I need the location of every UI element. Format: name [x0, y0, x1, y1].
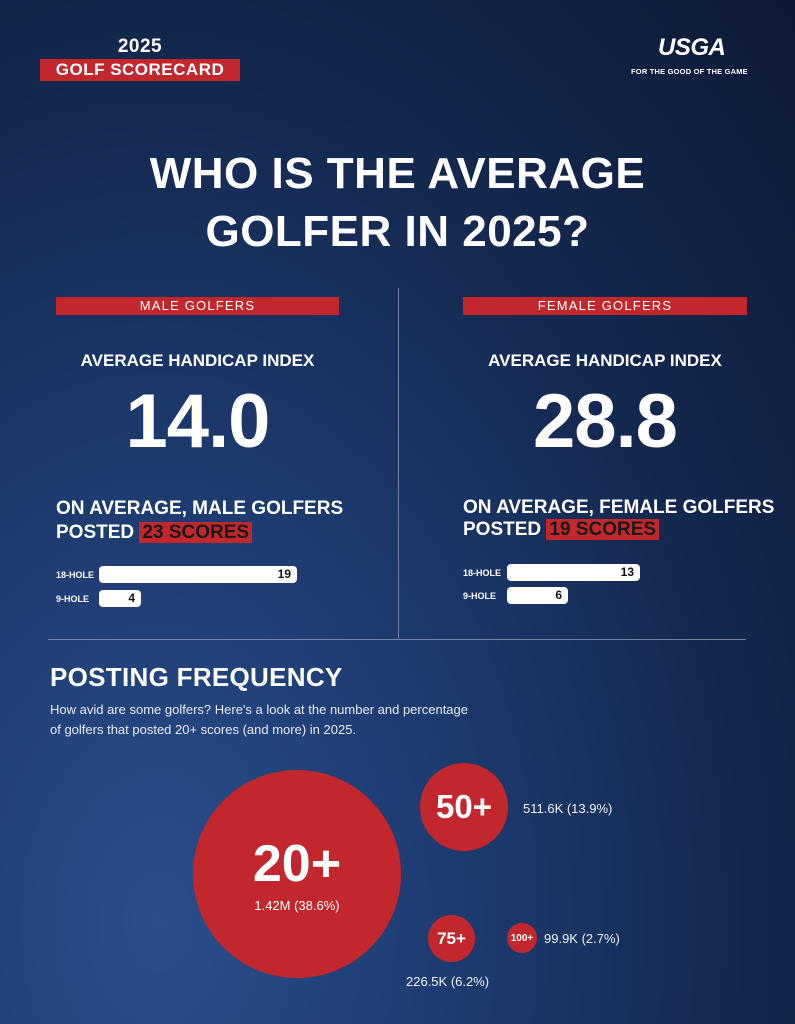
male-metric-label: AVERAGE HANDICAP INDEX [80, 351, 315, 370]
usga-tagline: FOR THE GOOD OF THE GAME [631, 67, 748, 76]
bubble-20-plus-label: 20+ [252, 834, 342, 893]
bubble-75-plus: 75+ [428, 915, 475, 962]
female-bar-label-9: 9-HOLE [463, 591, 497, 601]
female-posted-highlight: 19 SCORES [546, 519, 660, 540]
page-title: WHO IS THE AVERAGE GOLFER IN 2025? [80, 145, 715, 261]
female-posted-line-1: ON AVERAGE, FEMALE GOLFERS [463, 497, 775, 518]
bubble-20-plus-stat: 1.42M (38.6%) [254, 897, 340, 913]
male-handicap-value: 14.0 [125, 379, 271, 464]
female-bar-18-hole: 13 [507, 564, 640, 581]
male-posted-line-1: ON AVERAGE, MALE GOLFERS [56, 498, 344, 519]
male-posted-prefix: POSTED [56, 522, 135, 543]
female-bar-label-18: 18-HOLE [463, 568, 502, 578]
panel-divider [398, 288, 399, 638]
bubble-100-plus: 100+ [507, 923, 537, 953]
male-bar-label-18: 18-HOLE [56, 570, 95, 580]
description-line-1: How avid are some golfers? Here's a look… [50, 702, 468, 717]
description-line-2: of golfers that posted 20+ scores (and m… [50, 722, 357, 737]
male-posted-line-2: POSTED 23 SCORES [56, 521, 386, 545]
male-golfers-tag: MALE GOLFERS [56, 297, 339, 315]
male-posted-highlight: 23 SCORES [139, 522, 253, 543]
usga-logo: USGA [658, 34, 726, 61]
female-bar-9-hole: 6 [507, 587, 568, 604]
bubble-20-plus: 20+ 1.42M (38.6%) [193, 770, 401, 978]
bubble-50-plus-stat: 511.6K (13.9%) [523, 801, 613, 816]
bubble-75-plus-label: 75+ [437, 928, 466, 948]
male-bar-label-9: 9-HOLE [56, 594, 90, 604]
bubble-75-plus-stat: 226.5K (6.2%) [406, 974, 490, 989]
female-golfers-tag: FEMALE GOLFERS [463, 297, 747, 315]
posting-frequency-description: How avid are some golfers? Here's a look… [50, 700, 510, 740]
bubble-100-plus-label: 100+ [510, 932, 534, 944]
bubble-50-plus-label: 50+ [436, 788, 492, 825]
male-bar-18-hole: 19 [99, 566, 297, 583]
female-posted-line-2: POSTED 19 SCORES [463, 518, 783, 542]
female-posted-prefix: POSTED [463, 519, 542, 540]
section-divider [48, 639, 746, 640]
bubble-100-plus-stat: 99.9K (2.7%) [544, 931, 620, 946]
male-bar-9-hole: 4 [99, 590, 141, 607]
page-title-line-1: WHO IS THE AVERAGE [149, 149, 646, 198]
posting-frequency-title: POSTING FREQUENCY [50, 662, 343, 692]
female-handicap-value: 28.8 [533, 379, 678, 464]
female-metric-label: AVERAGE HANDICAP INDEX [488, 351, 722, 370]
scorecard-badge: GOLF SCORECARD [40, 59, 240, 81]
scorecard-year: 2025 [117, 36, 163, 57]
page-title-line-2: GOLFER IN 2025? [205, 207, 590, 256]
bubble-50-plus: 50+ [420, 763, 508, 851]
